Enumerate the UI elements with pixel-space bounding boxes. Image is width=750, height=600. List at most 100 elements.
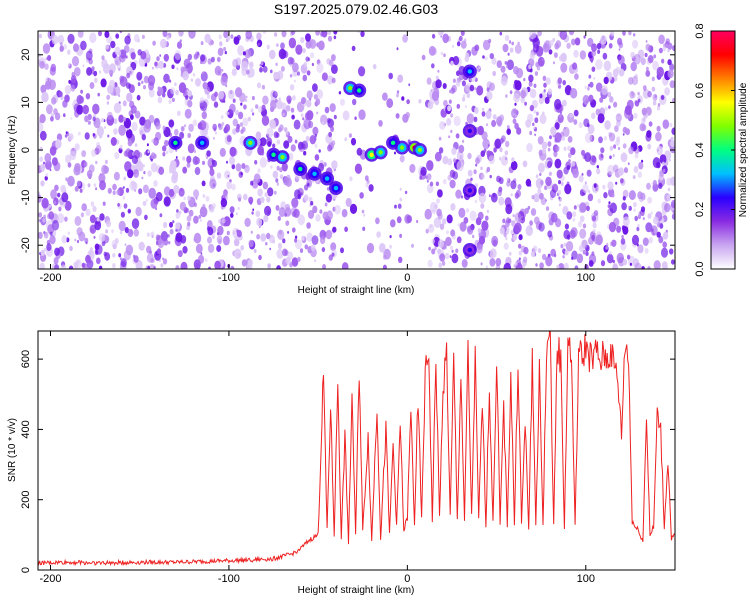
noise-blob bbox=[122, 186, 125, 189]
noise-blob bbox=[244, 164, 250, 173]
noise-blob bbox=[545, 206, 550, 211]
noise-blob bbox=[339, 98, 345, 106]
signal-core bbox=[399, 145, 405, 150]
noise-blob bbox=[508, 40, 512, 44]
noise-blob bbox=[330, 242, 337, 251]
noise-blob bbox=[216, 172, 222, 179]
noise-blob bbox=[514, 80, 522, 91]
noise-blob bbox=[67, 231, 71, 235]
noise-blob bbox=[64, 200, 72, 211]
noise-blob bbox=[442, 178, 447, 185]
noise-blob bbox=[640, 196, 644, 200]
noise-blob bbox=[131, 155, 138, 165]
noise-blob bbox=[277, 242, 283, 250]
noise-blob bbox=[262, 31, 266, 34]
noise-blob bbox=[184, 108, 192, 119]
noise-blob bbox=[247, 116, 251, 122]
noise-blob bbox=[509, 90, 513, 95]
snr-frame bbox=[37, 330, 676, 571]
noise-blob bbox=[559, 55, 564, 62]
noise-blob bbox=[235, 163, 242, 172]
noise-blob bbox=[537, 56, 545, 67]
noise-blob bbox=[541, 141, 548, 150]
noise-blob bbox=[204, 33, 211, 43]
noise-blob bbox=[394, 204, 397, 209]
noise-blob bbox=[325, 193, 332, 203]
noise-blob bbox=[546, 186, 549, 190]
noise-blob bbox=[57, 192, 61, 198]
noise-blob bbox=[656, 125, 661, 132]
noise-blob bbox=[146, 143, 149, 147]
noise-blob bbox=[597, 113, 605, 124]
noise-blob bbox=[292, 95, 296, 101]
noise-blob bbox=[603, 76, 609, 85]
noise-blob bbox=[462, 94, 466, 98]
noise-blob bbox=[555, 145, 560, 152]
noise-blob bbox=[525, 178, 532, 187]
noise-blob bbox=[524, 207, 529, 214]
noise-blob bbox=[582, 223, 587, 229]
noise-blob bbox=[143, 122, 151, 133]
noise-blob bbox=[162, 145, 167, 152]
noise-blob bbox=[219, 41, 223, 47]
noise-blob bbox=[560, 62, 568, 73]
noise-blob bbox=[133, 255, 139, 263]
noise-blob bbox=[672, 45, 675, 52]
noise-blob bbox=[645, 40, 648, 43]
noise-blob bbox=[155, 234, 160, 241]
noise-blob bbox=[453, 158, 457, 163]
noise-blob bbox=[509, 47, 514, 53]
noise-blob bbox=[89, 32, 97, 44]
noise-blob bbox=[537, 31, 542, 37]
noise-blob bbox=[476, 85, 484, 96]
noise-blob bbox=[245, 165, 248, 168]
noise-blob bbox=[236, 123, 240, 129]
noise-blob bbox=[450, 203, 456, 211]
noise-blob bbox=[87, 120, 91, 125]
noise-blob bbox=[549, 39, 554, 47]
noise-blob bbox=[291, 210, 297, 218]
noise-blob bbox=[64, 85, 72, 95]
noise-blob bbox=[173, 184, 180, 194]
noise-blob bbox=[224, 50, 227, 55]
noise-blob bbox=[38, 194, 42, 203]
noise-blob bbox=[136, 94, 141, 101]
noise-blob bbox=[490, 192, 498, 203]
noise-blob bbox=[632, 175, 636, 180]
noise-blob bbox=[605, 245, 609, 250]
noise-blob bbox=[276, 265, 281, 269]
noise-blob bbox=[186, 162, 191, 168]
noise-blob bbox=[671, 213, 675, 220]
noise-blob bbox=[135, 206, 142, 217]
noise-blob bbox=[91, 149, 97, 157]
noise-blob bbox=[598, 136, 603, 144]
noise-blob bbox=[426, 160, 434, 171]
noise-blob bbox=[356, 147, 363, 156]
noise-blob bbox=[565, 241, 574, 252]
noise-blob bbox=[508, 251, 512, 256]
noise-blob bbox=[633, 53, 641, 65]
noise-blob bbox=[547, 147, 551, 152]
noise-blob bbox=[606, 253, 614, 264]
noise-blob bbox=[297, 256, 301, 262]
y-tick-label: 0 bbox=[20, 147, 32, 153]
noise-blob bbox=[193, 189, 200, 198]
signal-core bbox=[417, 147, 423, 153]
noise-blob bbox=[76, 239, 80, 244]
noise-blob bbox=[175, 265, 180, 269]
noise-blob bbox=[512, 118, 517, 124]
noise-blob bbox=[190, 61, 193, 65]
noise-blob bbox=[120, 258, 127, 268]
noise-blob bbox=[517, 184, 522, 190]
noise-blob bbox=[566, 211, 573, 220]
noise-blob bbox=[92, 133, 96, 137]
noise-blob bbox=[253, 173, 261, 184]
noise-blob bbox=[130, 114, 134, 120]
noise-blob bbox=[642, 237, 649, 246]
noise-blob bbox=[552, 37, 556, 42]
noise-blob bbox=[101, 58, 108, 69]
noise-blob bbox=[177, 250, 183, 258]
noise-blob bbox=[461, 195, 464, 199]
noise-blob bbox=[450, 113, 454, 118]
noise-blob bbox=[476, 244, 483, 254]
